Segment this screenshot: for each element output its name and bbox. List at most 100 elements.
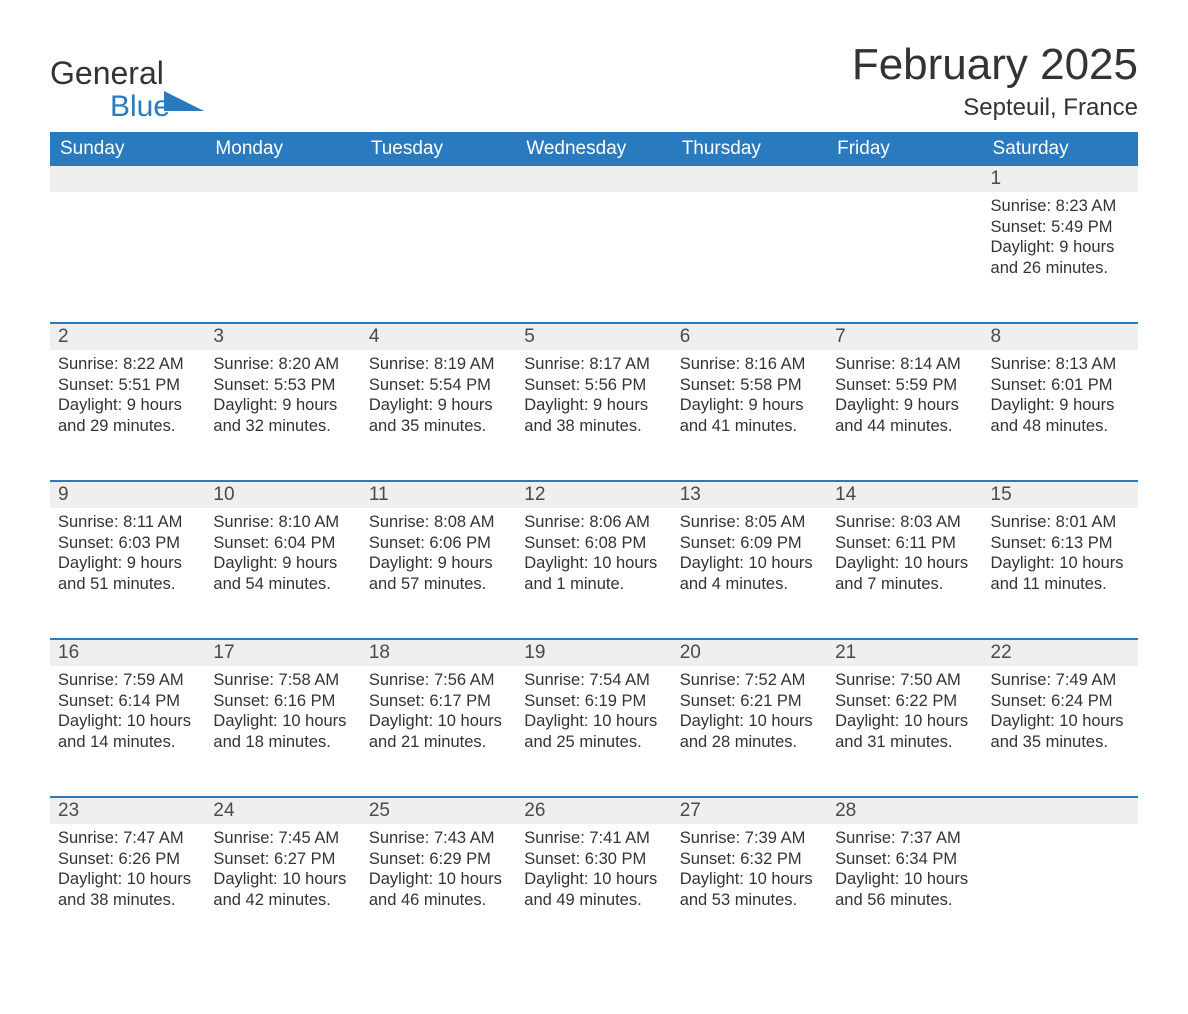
day-content: Sunrise: 7:37 AMSunset: 6:34 PMDaylight:…: [827, 824, 982, 917]
day-number: 28: [827, 798, 982, 824]
daylight1-text: Daylight: 10 hours: [369, 869, 508, 890]
sunset-text: Sunset: 5:59 PM: [835, 375, 974, 396]
day-number-cell: 18: [361, 640, 516, 666]
daylight1-text: Daylight: 9 hours: [213, 553, 352, 574]
day-content: Sunrise: 8:20 AMSunset: 5:53 PMDaylight:…: [205, 350, 360, 443]
day-number-cell: [672, 166, 827, 192]
sunset-text: Sunset: 5:51 PM: [58, 375, 197, 396]
sunrise-text: Sunrise: 7:58 AM: [213, 670, 352, 691]
day-number-cell: 10: [205, 482, 360, 508]
day-number: 10: [205, 482, 360, 508]
daylight1-text: Daylight: 9 hours: [58, 553, 197, 574]
sunrise-text: Sunrise: 7:45 AM: [213, 828, 352, 849]
day-number: 25: [361, 798, 516, 824]
day-number-row: 1: [50, 166, 1138, 192]
daylight1-text: Daylight: 9 hours: [369, 395, 508, 416]
day-cell: [50, 192, 205, 322]
day-number-cell: 5: [516, 324, 671, 350]
day-number-cell: 8: [983, 324, 1138, 350]
day-content: Sunrise: 7:49 AMSunset: 6:24 PMDaylight:…: [983, 666, 1138, 759]
day-content: Sunrise: 8:10 AMSunset: 6:04 PMDaylight:…: [205, 508, 360, 601]
sunset-text: Sunset: 6:19 PM: [524, 691, 663, 712]
sunset-text: Sunset: 6:13 PM: [991, 533, 1130, 554]
day-number: 11: [361, 482, 516, 508]
day-number: 1: [983, 166, 1138, 192]
sunset-text: Sunset: 6:34 PM: [835, 849, 974, 870]
day-cell: [205, 192, 360, 322]
day-number-cell: 1: [983, 166, 1138, 192]
day-content-row: Sunrise: 8:22 AMSunset: 5:51 PM Daylight:…: [50, 350, 1138, 480]
sunset-text: Sunset: 6:14 PM: [58, 691, 197, 712]
day-number-cell: 17: [205, 640, 360, 666]
daylight2-text: and 18 minutes.: [213, 732, 352, 753]
sunset-text: Sunset: 6:24 PM: [991, 691, 1130, 712]
day-content: Sunrise: 7:50 AMSunset: 6:22 PMDaylight:…: [827, 666, 982, 759]
daylight2-text: and 29 minutes.: [58, 416, 197, 437]
day-cell: Sunrise: 7:37 AMSunset: 6:34 PMDaylight:…: [827, 824, 982, 954]
day-number-cell: 23: [50, 798, 205, 824]
day-cell: Sunrise: 7:39 AMSunset: 6:32 PMDaylight:…: [672, 824, 827, 954]
sunset-text: Sunset: 6:11 PM: [835, 533, 974, 554]
sunrise-text: Sunrise: 8:03 AM: [835, 512, 974, 533]
day-number-cell: [516, 166, 671, 192]
sunrise-text: Sunrise: 8:05 AM: [680, 512, 819, 533]
daylight1-text: Daylight: 10 hours: [213, 711, 352, 732]
day-content: Sunrise: 8:05 AMSunset: 6:09 PMDaylight:…: [672, 508, 827, 601]
day-number: 3: [205, 324, 360, 350]
daylight2-text: and 32 minutes.: [213, 416, 352, 437]
day-number: 19: [516, 640, 671, 666]
daylight2-text: and 53 minutes.: [680, 890, 819, 911]
day-content: Sunrise: 8:14 AMSunset: 5:59 PMDaylight:…: [827, 350, 982, 443]
daylight2-text: and 38 minutes.: [58, 890, 197, 911]
sunrise-text: Sunrise: 8:01 AM: [991, 512, 1130, 533]
daylight2-text: and 31 minutes.: [835, 732, 974, 753]
sunrise-text: Sunrise: 8:20 AM: [213, 354, 352, 375]
day-number-cell: 16: [50, 640, 205, 666]
weekday-header: Wednesday: [516, 132, 671, 166]
day-content: Sunrise: 8:03 AMSunset: 6:11 PMDaylight:…: [827, 508, 982, 601]
day-cell: Sunrise: 7:54 AMSunset: 6:19 PMDaylight:…: [516, 666, 671, 796]
day-number: [983, 798, 1138, 802]
sunset-text: Sunset: 6:04 PM: [213, 533, 352, 554]
logo-word-1: General: [50, 55, 164, 91]
daylight1-text: Daylight: 9 hours: [991, 395, 1130, 416]
day-content: Sunrise: 8:01 AMSunset: 6:13 PMDaylight:…: [983, 508, 1138, 601]
daylight2-text: and 42 minutes.: [213, 890, 352, 911]
day-content: Sunrise: 8:17 AMSunset: 5:56 PMDaylight:…: [516, 350, 671, 443]
day-cell: [672, 192, 827, 322]
day-number-cell: [827, 166, 982, 192]
day-number: 24: [205, 798, 360, 824]
daylight1-text: Daylight: 9 hours: [369, 553, 508, 574]
day-number: 8: [983, 324, 1138, 350]
sunset-text: Sunset: 5:58 PM: [680, 375, 819, 396]
day-number-cell: [983, 798, 1138, 824]
day-cell: Sunrise: 8:03 AMSunset: 6:11 PMDaylight:…: [827, 508, 982, 638]
sunrise-text: Sunrise: 8:22 AM: [58, 354, 197, 375]
day-content-row: Sunrise: 7:47 AMSunset: 6:26 PMDaylight:…: [50, 824, 1138, 954]
day-number: 12: [516, 482, 671, 508]
sunrise-text: Sunrise: 8:11 AM: [58, 512, 197, 533]
day-cell: Sunrise: 7:43 AMSunset: 6:29 PMDaylight:…: [361, 824, 516, 954]
day-content: Sunrise: 7:59 AMSunset: 6:14 PMDaylight:…: [50, 666, 205, 759]
day-number-row: 232425262728: [50, 798, 1138, 824]
day-number: 13: [672, 482, 827, 508]
day-content: Sunrise: 8:11 AMSunset: 6:03 PMDaylight:…: [50, 508, 205, 601]
daylight2-text: and 49 minutes.: [524, 890, 663, 911]
sunrise-text: Sunrise: 8:10 AM: [213, 512, 352, 533]
day-content: Sunrise: 8:13 AMSunset: 6:01 PMDaylight:…: [983, 350, 1138, 443]
daylight2-text: and 35 minutes.: [991, 732, 1130, 753]
day-number: 9: [50, 482, 205, 508]
daylight1-text: Daylight: 10 hours: [835, 869, 974, 890]
daylight1-text: Daylight: 10 hours: [680, 553, 819, 574]
daylight2-text: and 35 minutes.: [369, 416, 508, 437]
sunrise-text: Sunrise: 8:17 AM: [524, 354, 663, 375]
calendar-body: 1Sunrise: 8:23 AMSunset: 5:49 PMDaylight…: [50, 166, 1138, 954]
day-number-cell: [205, 166, 360, 192]
calendar-page: General Blue February 2025 Septeuil, Fra…: [0, 0, 1188, 1014]
day-content: Sunrise: 8:19 AMSunset: 5:54 PMDaylight:…: [361, 350, 516, 443]
day-cell: Sunrise: 8:14 AMSunset: 5:59 PMDaylight:…: [827, 350, 982, 480]
day-number-cell: 3: [205, 324, 360, 350]
sunrise-text: Sunrise: 7:49 AM: [991, 670, 1130, 691]
day-number-cell: 24: [205, 798, 360, 824]
sunset-text: Sunset: 6:30 PM: [524, 849, 663, 870]
